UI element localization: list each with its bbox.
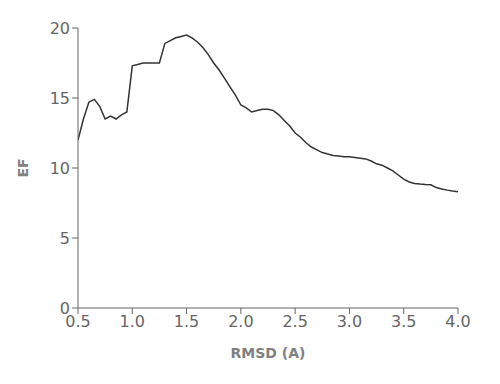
svg-text:3.0: 3.0 (337, 312, 362, 331)
svg-text:2.5: 2.5 (282, 312, 307, 331)
svg-text:15: 15 (50, 89, 70, 108)
svg-text:5: 5 (60, 229, 70, 248)
svg-text:0: 0 (60, 299, 70, 318)
svg-text:0.5: 0.5 (65, 312, 91, 332)
svg-text:20: 20 (50, 19, 70, 38)
svg-text:EF: EF (15, 158, 31, 177)
svg-text:3.5: 3.5 (391, 312, 416, 331)
svg-text:2.0: 2.0 (228, 312, 253, 331)
svg-text:1.5: 1.5 (174, 312, 199, 331)
svg-text:4.0: 4.0 (445, 312, 470, 331)
svg-text:10: 10 (50, 159, 70, 178)
svg-text:RMSD (A): RMSD (A) (231, 345, 306, 361)
svg-text:1.0: 1.0 (120, 312, 145, 331)
